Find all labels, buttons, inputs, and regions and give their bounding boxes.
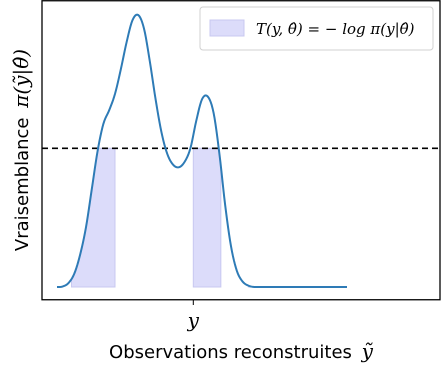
y-axis-label: Vraisemblance π(ỹ|θ̂): [9, 49, 34, 251]
shaded-region-1: [71, 147, 116, 288]
legend: T(y, θ̂) = − log π(y|θ̂): [199, 6, 434, 51]
legend-box: [199, 6, 434, 51]
x-axis-tick-label: y: [187, 308, 200, 332]
legend-swatch: [209, 19, 245, 37]
shaded-regions: [71, 147, 313, 288]
shaded-region-2: [192, 147, 222, 288]
legend-entry: T(y, θ̂) = − log π(y|θ̂): [256, 20, 415, 38]
x-axis-label: Observations reconstruites ỹ: [109, 339, 374, 363]
plot-frame: [41, 0, 441, 301]
likelihood-curve: [56, 13, 347, 288]
